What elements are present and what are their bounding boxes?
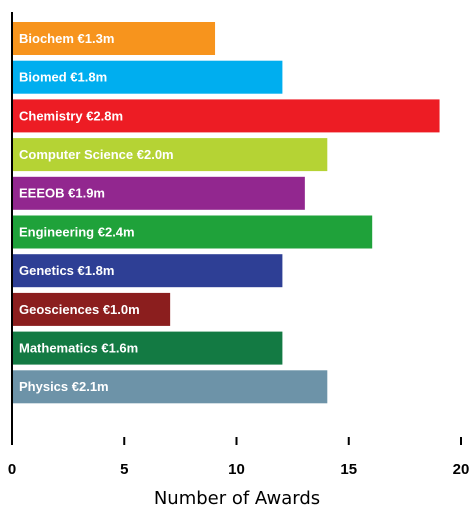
bar-label: Mathematics €1.6m bbox=[19, 341, 138, 356]
bar bbox=[13, 99, 440, 133]
bar-label: Geosciences €1.0m bbox=[19, 302, 140, 317]
bar bbox=[13, 138, 328, 172]
bar-label: EEEOB €1.9m bbox=[19, 186, 105, 201]
x-axis-label: Number of Awards bbox=[154, 488, 320, 509]
bar-label: Computer Science €2.0m bbox=[19, 147, 174, 162]
bar bbox=[13, 292, 171, 326]
bar bbox=[13, 331, 283, 365]
bar-label: Physics €2.1m bbox=[19, 379, 109, 394]
bar bbox=[13, 370, 328, 404]
x-tick-label: 10 bbox=[228, 461, 245, 478]
bar-label: Engineering €2.4m bbox=[19, 224, 135, 239]
x-tick-label: 15 bbox=[340, 461, 357, 478]
x-tick-label: 0 bbox=[8, 461, 16, 478]
bar bbox=[13, 254, 283, 288]
bar-label: Biochem €1.3m bbox=[19, 31, 114, 46]
bar bbox=[13, 215, 373, 249]
bar-label: Chemistry €2.8m bbox=[19, 108, 123, 123]
bar-label: Biomed €1.8m bbox=[19, 70, 107, 85]
bar bbox=[13, 22, 216, 55]
bar bbox=[13, 60, 283, 94]
x-tick-label: 20 bbox=[453, 461, 470, 478]
x-tick-label: 5 bbox=[120, 461, 128, 478]
bar-label: Genetics €1.8m bbox=[19, 263, 114, 278]
bar bbox=[13, 176, 305, 210]
